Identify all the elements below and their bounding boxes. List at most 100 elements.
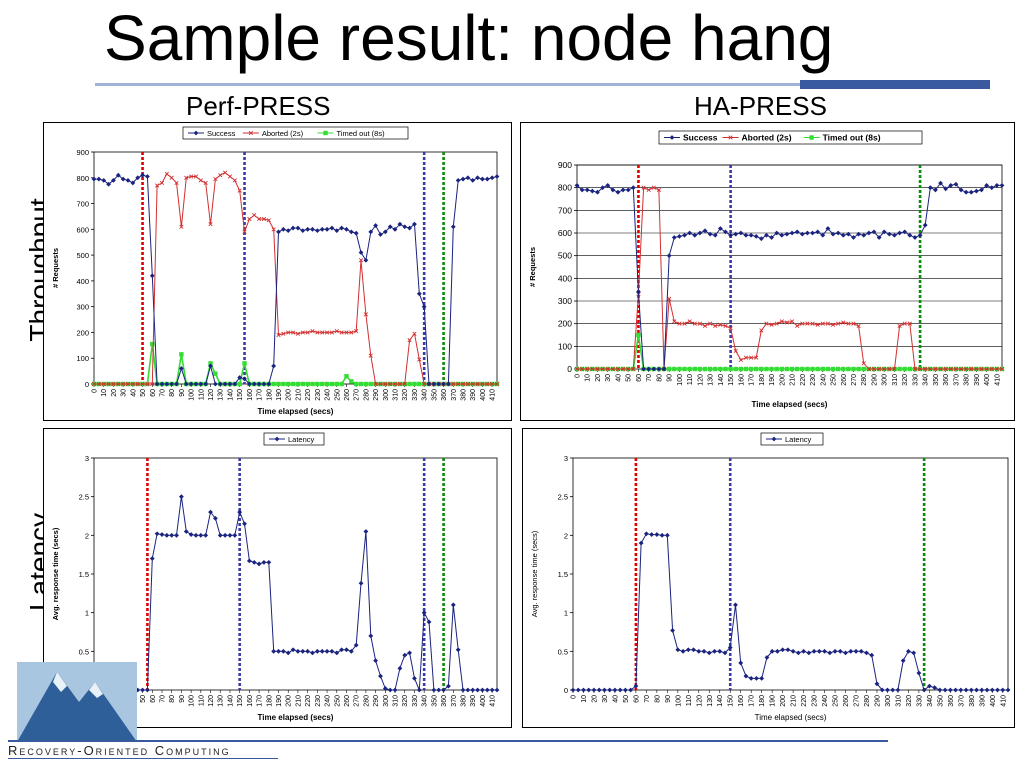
legend-marker: [193, 130, 199, 136]
y-tick-label: 100: [76, 354, 89, 363]
data-point: [135, 381, 140, 387]
data-point: [286, 330, 291, 335]
y-tick-label: 800: [76, 174, 89, 183]
x-tick-label: 400: [480, 389, 487, 401]
data-point: [691, 647, 696, 653]
x-tick-label: 360: [441, 389, 448, 401]
data-point: [465, 687, 471, 693]
x-tick-label: 160: [247, 389, 254, 401]
data-point: [596, 687, 602, 693]
data-point: [164, 532, 170, 538]
y-tick-label: 200: [558, 319, 572, 329]
x-tick-label: 190: [276, 695, 283, 707]
x-tick-label: 310: [393, 695, 400, 707]
data-point: [638, 540, 644, 546]
data-point: [426, 381, 432, 387]
data-point: [212, 381, 218, 387]
data-point: [183, 529, 189, 534]
data-point: [779, 319, 784, 324]
data-point: [295, 331, 301, 336]
data-point: [979, 187, 984, 193]
x-tick-label: 160: [247, 695, 254, 707]
data-point: [579, 187, 585, 193]
legend: Success Aborted (2s) Timed out (8s): [658, 130, 923, 145]
x-tick-label: 120: [696, 695, 703, 707]
data-point: [800, 366, 805, 372]
data-point: [861, 232, 867, 238]
data-point: [738, 357, 743, 363]
x-tick-label: 130: [218, 389, 225, 401]
data-point: [774, 648, 780, 654]
y-tick-label: 200: [76, 328, 89, 337]
data-point: [738, 660, 744, 666]
y-axis-title: Avg. response time (secs): [51, 527, 60, 620]
data-point: [490, 381, 495, 387]
x-tick-label: 210: [295, 695, 302, 707]
data-point: [610, 366, 615, 372]
x-tick-label: 230: [812, 695, 819, 707]
data-point: [753, 234, 759, 239]
data-point: [480, 176, 485, 182]
x-tick-label: 330: [412, 389, 419, 401]
data-point: [654, 532, 660, 537]
data-point: [310, 381, 315, 387]
data-point: [373, 223, 379, 228]
data-point: [1000, 687, 1006, 693]
data-point: [805, 321, 810, 326]
footer-underline: [8, 758, 278, 759]
data-point: [708, 321, 713, 326]
x-tick-label: 340: [422, 389, 429, 401]
x-tick-label: 40: [612, 695, 619, 703]
x-tick-label: 340: [923, 374, 930, 386]
data-point: [213, 176, 218, 182]
data-point: [723, 229, 728, 235]
x-tick-label: 240: [822, 695, 829, 707]
x-tick-label: 380: [969, 695, 976, 707]
data-point: [475, 381, 480, 387]
x-tick-label: 250: [831, 374, 838, 386]
x-tick-label: 290: [874, 695, 881, 707]
x-tick-label: 190: [770, 695, 777, 707]
y-tick-label: 500: [558, 251, 572, 261]
data-point: [125, 381, 131, 387]
y-tick-label: 700: [558, 205, 572, 215]
legend-label: Timed out (8s): [823, 132, 881, 142]
x-tick-label: 400: [990, 695, 997, 707]
x-tick-label: 330: [912, 374, 919, 386]
data-point: [164, 381, 170, 387]
x-tick-label: 360: [948, 695, 955, 707]
x-tick-label: 60: [633, 695, 640, 703]
data-point: [728, 326, 733, 331]
data-point: [407, 225, 413, 231]
data-point: [203, 381, 209, 387]
data-point: [494, 381, 500, 387]
data-point: [979, 366, 984, 372]
y-tick-label: 700: [76, 200, 89, 209]
data-point: [830, 322, 836, 327]
data-point: [397, 221, 403, 227]
data-point: [580, 366, 585, 372]
x-tick-label: 120: [208, 695, 215, 707]
data-point: [373, 381, 378, 387]
data-point: [926, 683, 932, 689]
data-point: [363, 529, 369, 534]
x-tick-label: 90: [179, 389, 186, 397]
data-point: [179, 352, 184, 357]
data-point: [707, 231, 713, 237]
data-point: [733, 366, 738, 372]
data-point: [242, 361, 247, 366]
data-point: [869, 652, 875, 658]
data-point: [866, 230, 872, 236]
data-point: [314, 228, 320, 234]
x-tick-label: 200: [286, 389, 293, 401]
data-point: [628, 687, 634, 693]
data-point: [871, 229, 877, 235]
data-point: [666, 253, 672, 259]
data-point: [339, 330, 344, 335]
data-point: [612, 687, 618, 693]
data-point: [397, 381, 403, 387]
data-point: [795, 323, 800, 329]
x-tick-label: 60: [636, 374, 643, 382]
data-point: [748, 232, 754, 238]
x-tick-label: 20: [591, 695, 598, 703]
